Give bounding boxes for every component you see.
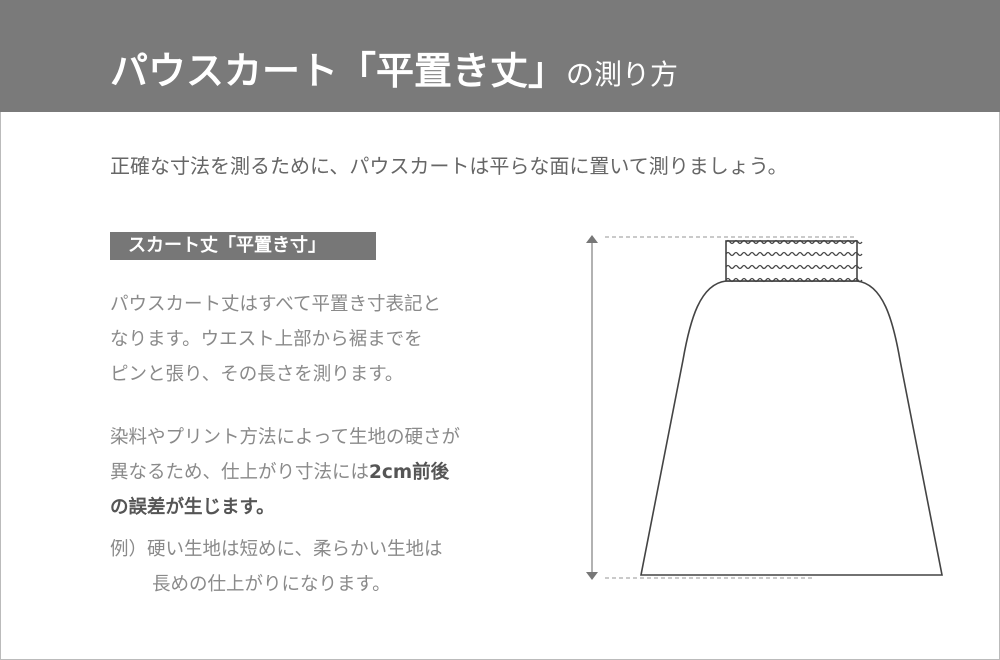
text-line: の誤差が生じます。 — [110, 490, 460, 525]
text-line: 長めの仕上がりになります。 — [152, 574, 391, 595]
text-line: パウスカート丈はすべて平置き寸表記と — [110, 294, 441, 315]
text-plain: 異なるため、仕上がり寸法には — [110, 462, 370, 483]
skirt-icon — [640, 239, 943, 576]
shirring-line — [725, 264, 863, 270]
text-line: 例）硬い生地は短めに、柔らかい生地は — [110, 539, 443, 560]
text-bold: 2cm前後 — [369, 462, 450, 483]
text-bold: の誤差が生じます。 — [110, 497, 275, 518]
title-main: パウスカート「平置き丈」 — [110, 49, 567, 93]
header-bar: パウスカート「平置き丈」の測り方 — [0, 0, 1000, 112]
paragraph-tolerance: 染料やプリント方法によって生地の硬さが 異なるため、仕上がり寸法には2cm前後 … — [110, 420, 460, 525]
length-arrow-icon — [586, 235, 855, 580]
page-title: パウスカート「平置き丈」の測り方 — [110, 40, 678, 95]
text-line: ピンと張り、その長さを測ります。 — [110, 364, 404, 385]
title-suffix: の測り方 — [566, 58, 679, 91]
text-line: 異なるため、仕上がり寸法には2cm前後 — [110, 455, 460, 490]
paragraph-measure: パウスカート丈はすべて平置き寸表記と なります。ウエスト上部から裾までを ピンと… — [110, 287, 441, 392]
paragraph-example: 例）硬い生地は短めに、柔らかい生地は 長めの仕上がりになります。 — [110, 532, 442, 602]
shirring-line — [725, 251, 863, 257]
intro-text: 正確な寸法を測るために、パウスカートは平らな面に置いて測りましょう。 — [110, 154, 788, 178]
text-line: 染料やプリント方法によって生地の硬さが — [110, 427, 461, 448]
shirring-line — [725, 277, 863, 283]
text-line: なります。ウエスト上部から裾までを — [110, 329, 423, 350]
section-label: スカート丈「平置き寸」 — [110, 232, 376, 260]
shirring-line — [725, 239, 863, 245]
